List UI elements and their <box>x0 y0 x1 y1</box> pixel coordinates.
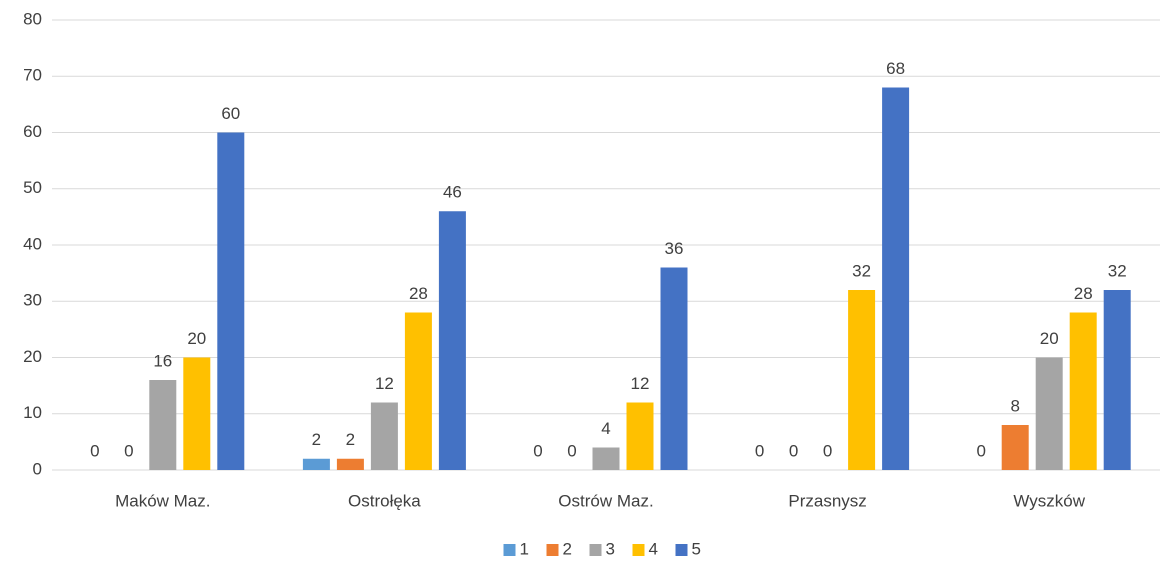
legend-label: 2 <box>563 539 572 558</box>
data-label: 46 <box>443 183 462 202</box>
data-label: 20 <box>1040 329 1059 348</box>
data-label: 0 <box>567 441 576 460</box>
legend-label: 3 <box>606 539 615 558</box>
y-tick-label: 70 <box>23 66 42 85</box>
data-label: 0 <box>789 441 798 460</box>
y-tick-label: 60 <box>23 122 42 141</box>
x-tick-label: Maków Maz. <box>115 491 210 510</box>
x-tick-label: Ostrołęka <box>348 491 421 510</box>
data-label: 32 <box>852 261 871 280</box>
x-tick-label: Ostrów Maz. <box>558 491 653 510</box>
legend-label: 5 <box>692 539 701 558</box>
data-label: 2 <box>346 430 355 449</box>
bar <box>217 132 245 470</box>
bar <box>1001 425 1029 470</box>
data-label: 4 <box>601 419 610 438</box>
legend-label: 1 <box>520 539 529 558</box>
data-label: 0 <box>976 441 985 460</box>
data-label: 12 <box>631 374 650 393</box>
y-tick-label: 50 <box>23 178 42 197</box>
bar <box>1069 312 1097 470</box>
bar <box>882 87 910 470</box>
legend-swatch <box>632 544 645 556</box>
data-label: 0 <box>124 441 133 460</box>
data-label: 0 <box>90 441 99 460</box>
bar <box>302 458 330 470</box>
data-label: 12 <box>375 374 394 393</box>
data-label: 0 <box>823 441 832 460</box>
data-label: 60 <box>221 104 240 123</box>
y-tick-label: 0 <box>33 459 42 478</box>
data-label: 20 <box>187 329 206 348</box>
bar <box>848 290 876 470</box>
y-tick-label: 10 <box>23 403 42 422</box>
legend-swatch <box>675 544 688 556</box>
data-label: 8 <box>1010 396 1019 415</box>
y-tick-label: 20 <box>23 347 42 366</box>
data-label: 2 <box>312 430 321 449</box>
bar <box>660 267 688 470</box>
data-label: 36 <box>665 239 684 258</box>
data-label: 0 <box>755 441 764 460</box>
data-label: 32 <box>1108 261 1127 280</box>
bar <box>336 458 364 470</box>
data-label: 16 <box>153 351 172 370</box>
bar <box>626 402 654 470</box>
y-tick-label: 80 <box>23 9 42 28</box>
data-label: 28 <box>1074 284 1093 303</box>
y-tick-label: 30 <box>23 291 42 310</box>
bar <box>592 447 620 470</box>
bar <box>183 357 211 470</box>
legend-swatch <box>589 544 602 556</box>
data-label: 28 <box>409 284 428 303</box>
x-tick-label: Przasnysz <box>788 491 866 510</box>
bar <box>404 312 432 470</box>
bar <box>149 380 177 470</box>
legend-swatch <box>546 544 559 556</box>
legend-label: 4 <box>649 539 658 558</box>
data-label: 0 <box>533 441 542 460</box>
legend-swatch <box>503 544 516 556</box>
bar <box>370 402 398 470</box>
bar <box>1103 290 1131 470</box>
bar <box>1035 357 1063 470</box>
y-tick-label: 40 <box>23 234 42 253</box>
x-tick-label: Wyszków <box>1013 491 1085 510</box>
bar <box>438 211 466 470</box>
data-label: 68 <box>886 59 905 78</box>
